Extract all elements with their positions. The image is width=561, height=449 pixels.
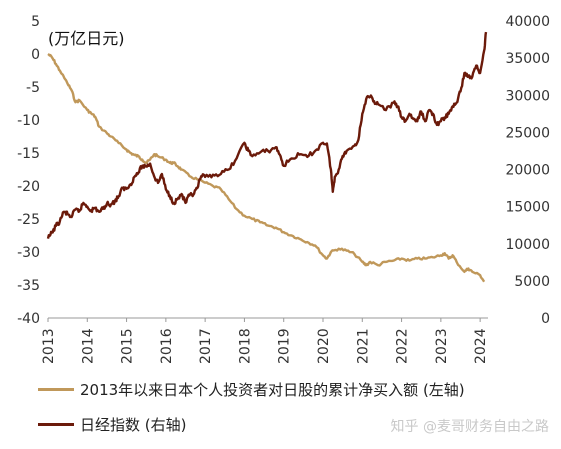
left-tick-label: -30: [17, 245, 40, 261]
series-lines: [46, 31, 488, 283]
right-tick-label: 10000: [505, 237, 550, 253]
left-tick-label: 0: [31, 47, 40, 63]
left-tick-label: -25: [17, 212, 40, 228]
series-line-0: [47, 53, 486, 283]
right-tick-label: 30000: [505, 88, 550, 104]
x-tick-label: 2024: [473, 328, 489, 364]
right-tick-label: 40000: [505, 14, 550, 30]
x-tick-label: 2015: [120, 328, 136, 364]
x-tick-label: 2019: [277, 328, 293, 364]
left-axis-unit-label: (万亿日元): [48, 29, 125, 48]
left-tick-label: -15: [17, 146, 40, 162]
x-tick-label: 2022: [395, 328, 411, 364]
right-tick-label: 15000: [505, 200, 550, 216]
right-tick-label: 20000: [505, 163, 550, 179]
right-tick-label: 0: [541, 311, 550, 327]
x-tick-label: 2021: [355, 328, 371, 364]
legend-item-retail-net-buying: 2013年以来日本个人投资者对日股的累计净买入额 (左轴): [38, 379, 465, 400]
legend-label: 日经指数 (右轴): [80, 416, 187, 434]
x-tick-label: 2018: [237, 328, 253, 364]
right-tick-label: 25000: [505, 125, 550, 141]
legend-item-nikkei: 日经指数 (右轴): [38, 414, 186, 435]
left-tick-label: -20: [17, 179, 40, 195]
x-tick-label: 2014: [80, 328, 96, 364]
left-axis-ticks: 5 0 -5 -10 -15 -20 -25 -30 -35 -40: [17, 14, 40, 327]
x-tick-label: 2016: [159, 328, 175, 364]
right-axis-ticks: 40000 35000 30000 25000 20000 15000 10000 5000 0: [505, 14, 550, 327]
right-tick-label: 5000: [514, 274, 550, 290]
watermark: 知乎 @麦哥财务自由之路: [390, 419, 549, 435]
left-tick-label: -5: [26, 80, 40, 96]
left-tick-label: -40: [17, 311, 40, 327]
x-tick-label: 2023: [434, 328, 450, 364]
legend-swatch-gold: [38, 388, 74, 391]
legend-swatch-brown: [38, 423, 74, 426]
x-tick-label: 2020: [316, 328, 332, 364]
right-tick-label: 35000: [505, 51, 550, 67]
x-tick-label: 2017: [198, 328, 214, 364]
x-axis-ticks: 2013 2014 2015 2016 2017 2018 2019 2020 2021 2022…: [41, 318, 489, 364]
left-tick-label: 5: [31, 14, 40, 30]
legend-label: 2013年以来日本个人投资者对日股的累计净买入额 (左轴): [80, 381, 465, 399]
series-line-1: [46, 31, 488, 239]
left-tick-label: -10: [17, 113, 40, 129]
x-tick-label: 2013: [41, 328, 57, 364]
left-tick-label: -35: [17, 278, 40, 294]
